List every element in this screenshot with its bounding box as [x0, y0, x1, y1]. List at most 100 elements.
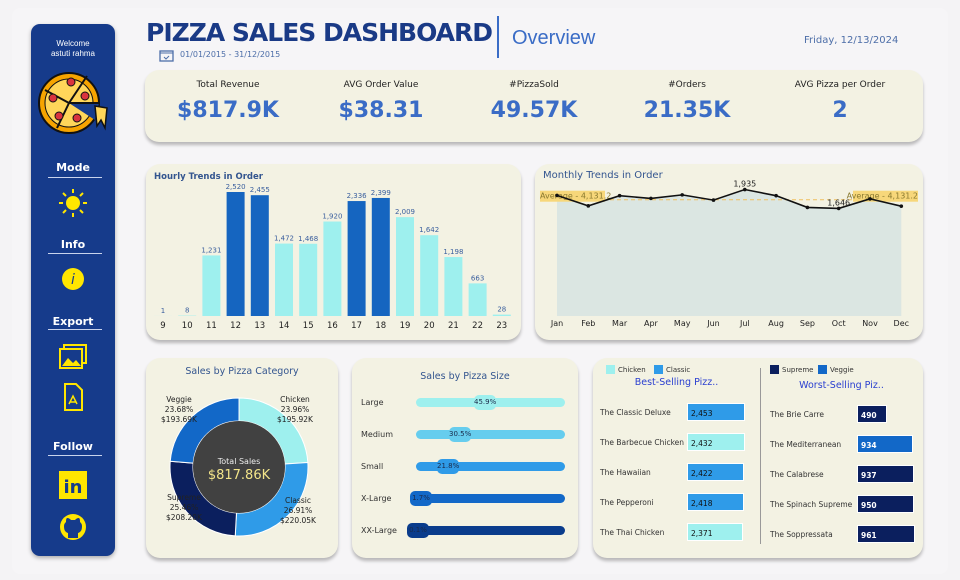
pizza-bar[interactable]: 490 [857, 405, 887, 423]
linkedin-icon[interactable]: in [58, 470, 88, 500]
info-heading: Info [60, 238, 86, 251]
pizza-bar[interactable]: 2,432 [687, 433, 745, 451]
kpi-label: AVG Order Value [343, 80, 419, 90]
calendar-icon [159, 50, 174, 62]
size-chart-title: Sales by Pizza Size [420, 371, 510, 382]
data-point[interactable] [711, 198, 716, 202]
data-point[interactable] [555, 193, 559, 198]
pizza-name: The Mediterranean [770, 440, 842, 449]
hour-bar[interactable] [202, 255, 221, 316]
data-point[interactable] [899, 204, 904, 208]
hour-bar[interactable] [226, 192, 245, 316]
bar-label: 8 [185, 307, 189, 315]
average-label: Average - 4,131.2 [847, 192, 918, 201]
github-icon[interactable] [58, 512, 88, 542]
center-label: Total Sales [217, 457, 261, 466]
data-point[interactable] [649, 196, 653, 201]
hour-bar[interactable] [371, 197, 390, 316]
x-tick-label: 13 [254, 321, 265, 331]
page-title: PIZZA SALES DASHBOARD [146, 18, 493, 47]
bar-label: 2,336 [347, 192, 368, 200]
size-bar[interactable] [416, 430, 565, 439]
x-tick-label: 22 [472, 321, 483, 331]
pdf-export-icon[interactable] [58, 382, 88, 412]
hour-bar[interactable] [347, 201, 366, 316]
sun-icon[interactable] [58, 188, 88, 218]
x-tick-label: 12 [230, 321, 241, 331]
point-label: 1,646 [827, 198, 850, 207]
size-value: 21.8% [437, 459, 459, 474]
hourly-chart: 198101,231112,520122,455131,472141,46815… [154, 183, 511, 331]
data-point[interactable] [743, 187, 747, 192]
hour-bar[interactable] [492, 314, 511, 316]
hour-bar[interactable] [275, 243, 293, 316]
size-bar[interactable] [416, 462, 565, 471]
hour-bar[interactable] [396, 217, 414, 316]
pizza-name: The Classic Deluxe [600, 408, 671, 417]
pizza-name: The Spinach Supreme [770, 500, 853, 509]
date-range[interactable]: 01/01/2015 - 31/12/2015 [180, 50, 281, 59]
x-tick-label: 16 [327, 321, 338, 331]
x-tick-label: Apr [644, 319, 659, 328]
size-bar[interactable] [411, 494, 565, 503]
trend-line [556, 188, 902, 210]
legend-item: Classic [654, 365, 690, 374]
size-label: X-Large [361, 494, 392, 503]
size-label: Large [361, 398, 384, 407]
data-point[interactable] [617, 193, 622, 198]
bar-label: 1,231 [201, 246, 221, 254]
kpi-value: 2 [832, 98, 848, 123]
data-point[interactable] [586, 204, 591, 208]
info-icon[interactable]: i [58, 264, 88, 294]
slice-label: 25.46% [170, 503, 199, 512]
size-value: 30.5% [449, 427, 471, 442]
average-label: Average - 4,131.2 [540, 192, 611, 201]
hour-bar[interactable] [323, 221, 342, 316]
kpi-label: #PizzaSold [509, 80, 559, 90]
hour-bar[interactable] [444, 257, 463, 316]
kpi-value: $817.9K [177, 98, 279, 123]
pizza-bar[interactable]: 2,422 [687, 463, 745, 481]
pizza-bar[interactable]: 2,371 [687, 523, 744, 541]
size-card [352, 358, 578, 558]
slice-label: 23.68% [165, 405, 194, 414]
pizza-bar[interactable]: 2,453 [687, 403, 745, 421]
x-tick-label: Nov [862, 319, 878, 328]
kpi-2: #PizzaSold 49.57K [459, 80, 609, 123]
pizza-bar[interactable]: 2,418 [687, 493, 745, 511]
donut-center [193, 421, 285, 513]
pizza-name: The Calabrese [770, 470, 824, 479]
hour-bar[interactable] [468, 283, 487, 316]
pizza-bar[interactable]: 937 [857, 465, 914, 483]
hour-bar[interactable] [299, 243, 318, 316]
x-tick-label: Oct [832, 319, 846, 328]
size-bar[interactable] [411, 526, 565, 535]
slice-label: 23.96% [281, 405, 310, 414]
hour-bar[interactable] [250, 195, 269, 316]
x-tick-label: 19 [400, 321, 411, 331]
monthly-chart: Average - 4,131.2 Average - 4,131.2 Jan Feb… [540, 180, 918, 328]
hour-bar[interactable] [420, 235, 439, 316]
slice-label: $195.92K [277, 415, 314, 424]
pizza-bar[interactable]: 934 [857, 435, 914, 453]
image-export-icon[interactable] [58, 342, 88, 372]
bar-label: 663 [471, 274, 484, 282]
slice-label: Veggie [166, 395, 192, 404]
data-point[interactable] [805, 205, 810, 210]
legend-label: Veggie [830, 365, 854, 374]
data-point[interactable] [868, 197, 872, 201]
x-tick-label: 17 [351, 321, 362, 331]
x-tick-label: 23 [496, 321, 507, 331]
data-point[interactable] [680, 193, 684, 197]
current-date: Friday, 12/13/2024 [804, 35, 899, 46]
pizza-bar[interactable]: 961 [857, 525, 915, 543]
x-tick-label: Dec [894, 319, 909, 328]
slice-label: Classic [285, 496, 311, 505]
data-point[interactable] [836, 206, 841, 211]
x-tick-label: 10 [182, 321, 193, 331]
bar-label: 2,009 [395, 208, 415, 216]
x-tick-label: 11 [206, 321, 217, 331]
data-point[interactable] [774, 193, 778, 198]
x-tick-label: Jun [706, 319, 720, 328]
pizza-bar[interactable]: 950 [857, 495, 915, 513]
